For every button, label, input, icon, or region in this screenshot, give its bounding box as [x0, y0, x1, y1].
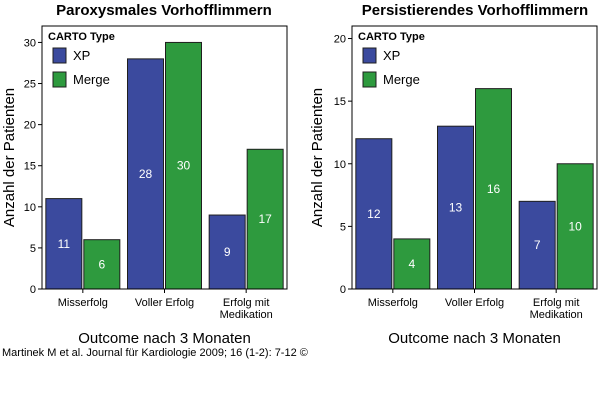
bar-merge-3	[556, 163, 594, 290]
x-tick-label: Voller Erfolg	[445, 297, 504, 309]
y-axis-label: Anzahl der Patienten	[309, 88, 326, 227]
y-tick-label: 20	[24, 120, 36, 132]
bar-xp-3	[208, 214, 246, 290]
legend-swatch-xp	[52, 47, 67, 64]
chart-panel-2: Persistierendes Vorhofflimmern 12 13 7 4 16 10…	[309, 2, 598, 347]
chart-title: Paroxysmales Vorhofflimmern	[56, 2, 272, 19]
bar-xp-3	[518, 200, 556, 290]
y-tick-label: 5	[340, 221, 346, 233]
y-tick-label: 5	[30, 243, 36, 255]
y-tick-label: 10	[334, 159, 346, 171]
x-tick-label: Erfolg mit Medikation	[220, 297, 273, 321]
y-tick-label: 30	[24, 37, 36, 49]
legend-title: CARTO Type	[48, 31, 115, 43]
bar-xp-1	[355, 138, 393, 290]
bar-label: 28	[139, 167, 153, 181]
legend-swatch-xp	[362, 47, 377, 64]
x-tick-label: Voller Erfolg	[135, 297, 194, 309]
bar-label: 7	[534, 238, 541, 252]
legend-label-merge: Merge	[383, 72, 420, 87]
x-axis-label: Outcome nach 3 Monaten	[388, 330, 561, 347]
bar-label: 4	[408, 257, 415, 271]
legend-label-merge: Merge	[73, 72, 110, 87]
x-tick-label: Misserfolg	[368, 297, 418, 309]
bar-label: 17	[258, 212, 272, 226]
x-tick-label: Erfolg mit Medikation	[530, 297, 583, 321]
bar-merge-3	[246, 148, 284, 290]
bar-label: 10	[568, 219, 582, 233]
chart-title: Persistierendes Vorhofflimmern	[362, 2, 588, 19]
y-tick-label: 15	[334, 96, 346, 108]
y-tick-label: 15	[24, 161, 36, 173]
y-tick-label: 20	[334, 34, 346, 46]
y-tick-label: 10	[24, 202, 36, 214]
bar-label: 13	[449, 201, 463, 215]
bar-xp-2	[127, 58, 164, 290]
legend-swatch-merge	[52, 71, 67, 88]
bar-label: 9	[224, 245, 231, 259]
y-tick-label: 0	[30, 284, 36, 296]
y-tick-label: 0	[340, 284, 346, 296]
x-axis-label: Outcome nach 3 Monaten	[78, 330, 251, 347]
legend-swatch-merge	[362, 71, 377, 88]
y-tick-label: 25	[24, 79, 36, 91]
bar-merge-1	[393, 238, 431, 290]
legend-title: CARTO Type	[358, 31, 425, 43]
bar-label: 16	[487, 182, 501, 196]
chart-panel-1: Paroxysmales Vorhofflimmern 11 28 9 6 30 17 0 5 1…	[1, 2, 288, 347]
legend-label-xp: XP	[383, 48, 400, 63]
x-tick-label: Misserfolg	[58, 297, 108, 309]
bar-label: 30	[177, 159, 191, 173]
citation-text: Martinek M et al. Journal für Kardiologi…	[2, 347, 308, 359]
bar-label: 11	[58, 237, 71, 251]
legend-label-xp: XP	[73, 48, 90, 63]
bar-xp-1	[45, 198, 83, 290]
bar-merge-1	[83, 239, 121, 290]
bar-label: 6	[98, 257, 105, 271]
bar-label: 12	[367, 207, 381, 221]
y-axis-label: Anzahl der Patienten	[1, 88, 18, 227]
bar-merge-2	[475, 88, 512, 290]
